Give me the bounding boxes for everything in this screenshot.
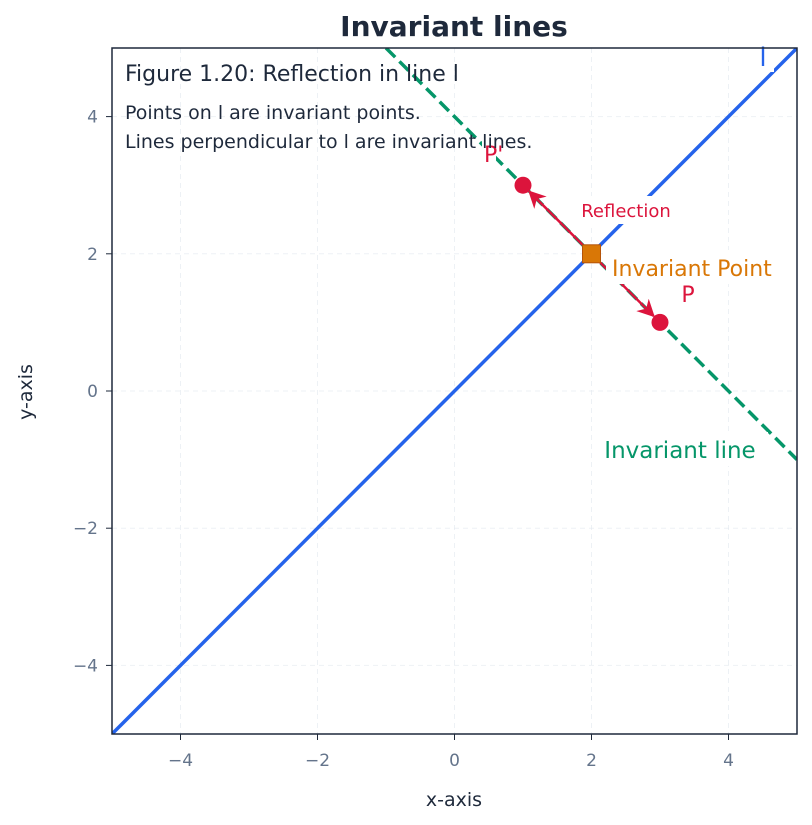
p-prime-label: P' xyxy=(484,143,503,168)
p-prime-label-bg xyxy=(482,138,496,166)
x-axis-label: x-axis xyxy=(426,789,482,811)
plot-frame xyxy=(111,47,798,735)
point-p xyxy=(651,313,669,331)
y-tick-label: −2 xyxy=(73,519,98,539)
y-axis-label: y-axis xyxy=(15,364,37,420)
line-l xyxy=(112,48,797,734)
y-tick-label: −4 xyxy=(73,656,98,676)
reflection-arrow xyxy=(528,190,593,255)
y-tick-label: 2 xyxy=(87,245,98,265)
reflection-label-bg xyxy=(568,196,684,224)
figure-caption: Figure 1.20: Reflection in line l xyxy=(125,62,459,87)
reflection-arrow xyxy=(590,252,655,318)
x-tick-label: 4 xyxy=(723,751,734,771)
invariant-point-label-bg xyxy=(606,250,798,284)
reflection-label: Reflection xyxy=(581,201,671,222)
note-line-1: Points on l are invariant points. xyxy=(125,102,421,124)
chart-title: Invariant lines xyxy=(340,10,568,43)
invariant-line-label: Invariant line xyxy=(604,438,755,464)
invariant-point-marker xyxy=(582,244,601,264)
x-tick-label: 0 xyxy=(449,751,460,771)
axis-ticks: −4 −2 0 2 4 −4 −2 0 2 4 xyxy=(73,108,734,771)
line-l-label: l xyxy=(759,43,766,73)
x-tick-label: 2 xyxy=(586,751,597,771)
x-tick-label: −2 xyxy=(305,751,330,771)
point-p-prime xyxy=(514,176,532,194)
y-tick-label: 4 xyxy=(87,108,98,128)
x-tick-label: −4 xyxy=(168,751,193,771)
reflection-arrows xyxy=(528,190,655,318)
data-points xyxy=(514,176,669,331)
note-line-2: Lines perpendicular to l are invariant l… xyxy=(125,131,532,153)
p-label: P xyxy=(681,283,694,308)
invariant-point-label: Invariant Point xyxy=(612,257,772,282)
y-tick-label: 0 xyxy=(87,382,98,402)
invariant-line-label-bg xyxy=(592,432,768,466)
